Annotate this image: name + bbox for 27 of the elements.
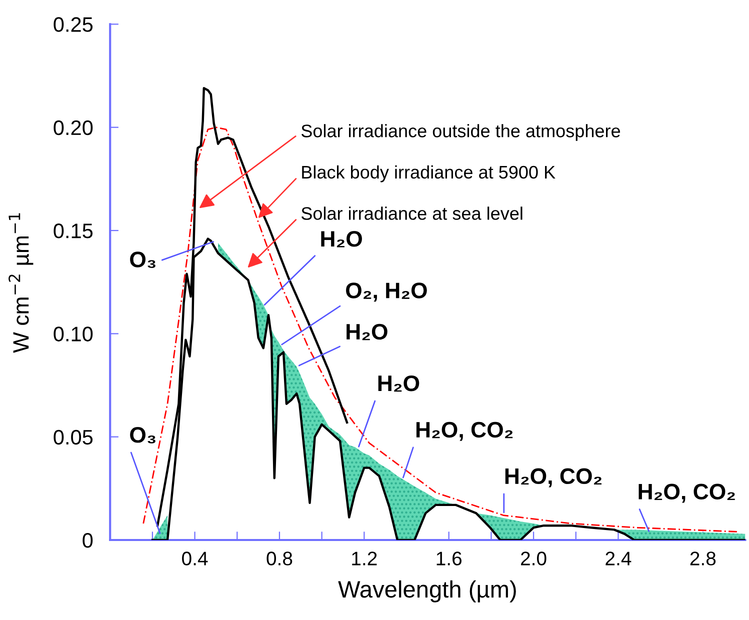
y-tick-label: 0.10 xyxy=(54,326,93,342)
annotation: H₂O xyxy=(346,324,388,340)
annotation: H₂O, CO₂ xyxy=(416,422,513,441)
x-axis-title: Wavelength (µm) xyxy=(338,580,516,602)
annotation: Solar irradiance at sea level xyxy=(301,206,522,220)
x-tick-label: 0.4 xyxy=(182,552,208,566)
x-tick-label: 2.8 xyxy=(690,552,716,566)
annotation: Black body irradiance at 5900 K xyxy=(302,165,556,182)
annotation: Solar irradiance outside the atmosphere xyxy=(301,124,620,141)
y-tick-label: 0 xyxy=(82,533,93,548)
y-tick-label: 0.15 xyxy=(54,224,93,238)
annotation: H₂O, CO₂ xyxy=(505,468,602,488)
y-axis-title: W cm$^{−2}$ µm$^{−1}$ xyxy=(8,213,34,353)
annotation: H₂O xyxy=(378,375,420,392)
x-tick-label: 1.6 xyxy=(436,552,462,566)
annotation: O₂, H₂O xyxy=(346,282,427,302)
x-tick-label: 2.4 xyxy=(606,552,632,566)
annotation: O₃ xyxy=(130,252,156,268)
annotation: H₂O, CO₂ xyxy=(638,484,735,503)
x-tick-label: 1.2 xyxy=(352,552,377,566)
annotation: H₂O xyxy=(321,231,362,248)
x-tick-label: 2.0 xyxy=(521,552,546,566)
y-tick-label: 0.25 xyxy=(54,17,93,32)
y-tick-label: 0.20 xyxy=(54,120,93,136)
annotation: O₃ xyxy=(130,427,156,444)
y-tick-label: 0.05 xyxy=(54,430,93,445)
x-tick-label: 0.8 xyxy=(266,552,292,566)
